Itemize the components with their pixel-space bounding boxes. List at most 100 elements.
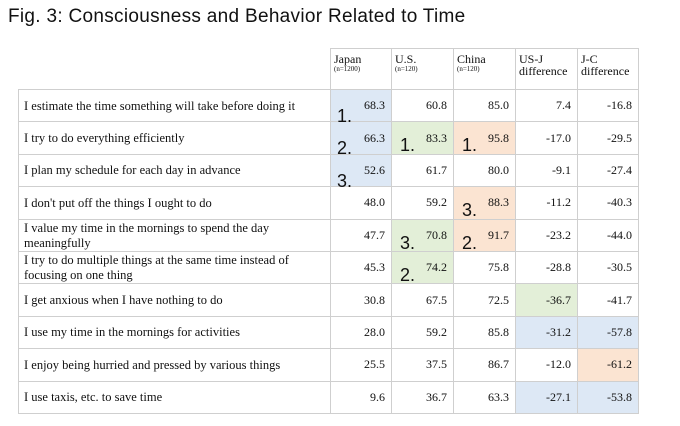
cell-value: 45.3 [364, 260, 385, 275]
cell-value: 67.5 [426, 292, 447, 307]
table-cell: -57.8 [577, 315, 639, 350]
data-table: Japan (n=1200) U.S. (n=120) China (n=120) U… [18, 48, 639, 414]
cell-value: 47.7 [364, 227, 385, 242]
cell-value: -23.2 [546, 227, 571, 242]
cell-value: 28.0 [364, 324, 385, 339]
cell-value: 95.8 [488, 130, 509, 145]
cell-value: 52.6 [364, 162, 385, 177]
cell-value: 37.5 [426, 357, 447, 372]
cell-value: 85.0 [488, 98, 509, 113]
header-row: Japan (n=1200) U.S. (n=120) China (n=120) U… [18, 48, 639, 90]
cell-value: -12.0 [546, 357, 571, 372]
table-cell: 47.7 [330, 218, 392, 252]
cell-value: 59.2 [426, 195, 447, 210]
table-cell: 25.5 [330, 348, 392, 382]
cell-value: 68.3 [364, 98, 385, 113]
column-header: China (n=120) [453, 48, 516, 90]
table-row: I use my time in the mornings for activi… [18, 315, 639, 350]
column-header-label: U.S. [395, 52, 417, 66]
column-header-label: China [457, 52, 486, 66]
column-header-sample: (n=120) [395, 65, 418, 73]
table-cell: 72.5 [453, 283, 516, 317]
table-row: I value my time in the mornings to spend… [18, 218, 639, 253]
table-cell: 75.8 [453, 250, 516, 285]
table-cell: 28.0 [330, 315, 392, 350]
table-cell: 80.0 [453, 153, 516, 188]
column-header: US-J difference [515, 48, 578, 90]
table-cell: -36.7 [515, 283, 578, 317]
table-cell: 3. 88.3 [453, 186, 516, 221]
table-cell: 85.8 [453, 315, 516, 350]
row-label: I try to do multiple things at the same … [18, 250, 331, 285]
cell-value: -16.8 [607, 98, 632, 113]
table-body: I estimate the time something will take … [18, 88, 639, 414]
cell-value: 70.8 [426, 227, 447, 242]
table-cell: 30.8 [330, 283, 392, 317]
cell-value: 74.2 [426, 260, 447, 275]
table-cell: 86.7 [453, 348, 516, 382]
table-cell: -27.4 [577, 153, 639, 188]
cell-value: -29.5 [607, 130, 632, 145]
cell-value: -61.2 [607, 357, 632, 372]
table-cell: -31.2 [515, 315, 578, 350]
table-row: I get anxious when I have nothing to do 3… [18, 283, 639, 317]
table-row: I estimate the time something will take … [18, 88, 639, 126]
table-cell: 1. 95.8 [453, 121, 516, 155]
table-cell: -61.2 [577, 348, 639, 382]
cell-value: -53.8 [607, 389, 632, 404]
row-label: I plan my schedule for each day in advan… [18, 153, 331, 188]
chart-title: Fig. 3: Consciousness and Behavior Relat… [8, 6, 466, 27]
table-cell: 2. 66.3 [330, 121, 392, 157]
row-label: I don't put off the things I ought to do [18, 186, 331, 220]
table-row: I use taxis, etc. to save time 9.6 36.7 63.… [18, 380, 639, 414]
cell-value: -36.7 [546, 292, 571, 307]
table-cell: 3. 70.8 [391, 218, 454, 253]
table-cell: 60.8 [391, 88, 454, 123]
table-cell: 1. 83.3 [391, 121, 454, 155]
rank-label: 1. [337, 106, 353, 126]
rank-label: 3. [337, 170, 353, 191]
table-row: I plan my schedule for each day in advan… [18, 153, 639, 190]
column-header-label: US-J difference [519, 52, 568, 78]
table-cell: 67.5 [391, 283, 454, 317]
table-cell: 1. 68.3 [330, 88, 392, 126]
cell-value: 61.7 [426, 162, 447, 177]
table-cell: -27.1 [515, 380, 578, 414]
cell-value: -57.8 [607, 324, 632, 339]
row-label: I enjoy being hurried and pressed by var… [18, 348, 331, 382]
table-cell: 2. 91.7 [453, 218, 516, 252]
cell-value: 66.3 [364, 130, 385, 145]
cell-value: 80.0 [488, 162, 509, 177]
table-cell: 45.3 [330, 250, 392, 285]
table-cell: -41.7 [577, 283, 639, 317]
rank-label: 3. [400, 232, 416, 253]
table-cell: -29.5 [577, 121, 639, 155]
table-cell: -12.0 [515, 348, 578, 382]
table-cell: 61.7 [391, 153, 454, 188]
header-corner [18, 48, 331, 90]
cell-value: -17.0 [546, 130, 571, 145]
cell-value: -9.1 [552, 162, 571, 177]
cell-value: -40.3 [607, 195, 632, 210]
row-label: I use my time in the mornings for activi… [18, 315, 331, 350]
cell-value: 63.3 [488, 389, 509, 404]
rank-label: 3. [462, 200, 478, 221]
table-cell: 59.2 [391, 315, 454, 350]
table-cell: -16.8 [577, 88, 639, 123]
cell-value: -44.0 [607, 227, 632, 242]
column-header: Japan (n=1200) [330, 48, 392, 90]
table-cell: 37.5 [391, 348, 454, 382]
cell-value: 85.8 [488, 324, 509, 339]
cell-value: 86.7 [488, 357, 509, 372]
table-row: I don't put off the things I ought to do… [18, 186, 639, 221]
cell-value: 7.4 [556, 98, 571, 113]
column-header: J-C difference [577, 48, 639, 90]
cell-value: 88.3 [488, 195, 509, 210]
rank-label: 2. [400, 264, 416, 285]
row-label: I use taxis, etc. to save time [18, 380, 331, 414]
cell-value: 75.8 [488, 260, 509, 275]
cell-value: 72.5 [488, 292, 509, 307]
table-cell: -44.0 [577, 218, 639, 252]
row-label: I try to do everything efficiently [18, 121, 331, 155]
cell-value: -31.2 [546, 324, 571, 339]
